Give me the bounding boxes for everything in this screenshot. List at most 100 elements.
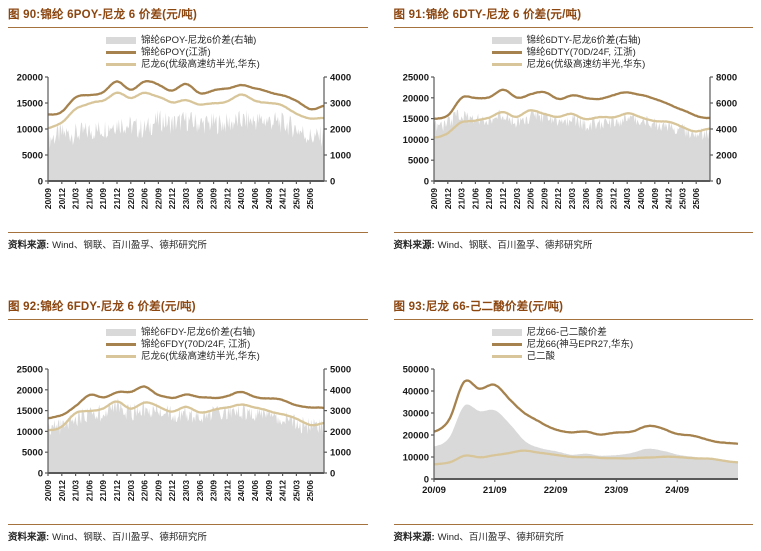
svg-text:24/09: 24/09 <box>649 188 659 210</box>
svg-text:22/06: 22/06 <box>140 188 150 210</box>
svg-text:24/09: 24/09 <box>264 480 274 502</box>
figure-grid: 图 90:锦纶 6POY-尼龙 6 价差(元/吨) 锦纶6POY-尼龙6价差(右… <box>8 5 753 545</box>
svg-text:24/09: 24/09 <box>665 485 689 496</box>
legend-line-swatch <box>106 63 136 66</box>
svg-text:22/09: 22/09 <box>153 480 163 502</box>
svg-text:10000: 10000 <box>402 135 428 146</box>
figure-title: 图 91:锦纶 6DTY-尼龙 6 价差(元/吨) <box>393 9 582 21</box>
svg-text:0: 0 <box>38 469 43 480</box>
svg-text:40000: 40000 <box>402 387 428 398</box>
chart-legend: 尼龙66-己二酸价差 尼龙66(神马EPR27,华东) 己二酸 <box>491 327 754 362</box>
legend-area-swatch <box>106 37 136 44</box>
svg-text:21/06: 21/06 <box>84 188 94 210</box>
panel-spacer <box>394 217 754 232</box>
svg-text:21/03: 21/03 <box>71 480 81 502</box>
svg-text:0: 0 <box>423 475 428 486</box>
svg-text:15000: 15000 <box>402 114 428 125</box>
figure-panel-90: 图 90:锦纶 6POY-尼龙 6 价差(元/吨) 锦纶6POY-尼龙6价差(右… <box>8 5 368 253</box>
legend-label: 尼龙66-己二酸价差 <box>526 327 607 338</box>
svg-text:21/03: 21/03 <box>456 188 466 210</box>
svg-text:3000: 3000 <box>330 99 351 110</box>
figure-panel-92: 图 92:锦纶 6FDY-尼龙 6 价差(元/吨) 锦纶6FDY-尼龙6价差(右… <box>8 297 368 545</box>
svg-text:24/06: 24/06 <box>250 188 260 210</box>
svg-text:0: 0 <box>423 177 428 188</box>
legend-item: 尼龙6(优级高速纺半光,华东) <box>106 351 368 362</box>
svg-text:22/03: 22/03 <box>126 480 136 502</box>
svg-text:10000: 10000 <box>402 453 428 464</box>
legend-label: 尼龙6(优级高速纺半光,华东) <box>526 59 646 70</box>
svg-text:24/09: 24/09 <box>264 188 274 210</box>
svg-text:21/12: 21/12 <box>112 188 122 210</box>
svg-text:0: 0 <box>716 177 721 188</box>
svg-text:20/12: 20/12 <box>442 188 452 210</box>
source-label: 资料来源: <box>8 240 50 251</box>
svg-text:25/06: 25/06 <box>305 480 315 502</box>
panel-spacer <box>8 217 368 232</box>
figure-title: 图 92:锦纶 6FDY-尼龙 6 价差(元/吨) <box>8 301 196 313</box>
legend-item: 尼龙6(优级高速纺半光,华东) <box>106 59 368 70</box>
legend-label: 己二酸 <box>526 351 556 362</box>
svg-text:20/12: 20/12 <box>57 480 67 502</box>
svg-text:5000: 5000 <box>22 448 43 459</box>
svg-text:20/09: 20/09 <box>43 480 53 502</box>
svg-text:25/06: 25/06 <box>305 188 315 210</box>
svg-text:23/06: 23/06 <box>580 188 590 210</box>
svg-text:25/03: 25/03 <box>291 188 301 210</box>
legend-label: 锦纶6FDY(70D/24F, 江浙) <box>141 339 251 350</box>
chart-canvas-fig93: 0 10000 20000 30000 40000 50000 20/09 21/09 22/0… <box>402 365 738 496</box>
svg-text:30000: 30000 <box>402 409 428 420</box>
legend-item: 尼龙66-己二酸价差 <box>491 327 754 338</box>
svg-text:10000: 10000 <box>17 125 43 136</box>
legend-label: 锦纶6POY-尼龙6价差(右轴) <box>141 35 257 46</box>
legend-item: 己二酸 <box>491 351 754 362</box>
svg-text:22/03: 22/03 <box>511 188 521 210</box>
svg-text:24/03: 24/03 <box>622 188 632 210</box>
svg-text:4000: 4000 <box>330 385 351 396</box>
svg-text:5000: 5000 <box>330 365 351 376</box>
svg-text:21/12: 21/12 <box>112 480 122 502</box>
svg-text:20/09: 20/09 <box>43 188 53 210</box>
svg-text:25000: 25000 <box>17 365 43 376</box>
svg-text:20/12: 20/12 <box>57 188 67 210</box>
svg-text:25/03: 25/03 <box>291 480 301 502</box>
chart-canvas-fig92: 0 5000 10000 15000 20000 25000 0 1000 2000 3000 40… <box>17 365 352 502</box>
svg-text:24/03: 24/03 <box>236 480 246 502</box>
svg-text:2000: 2000 <box>330 427 351 438</box>
legend-item: 锦纶6DTY(70D/24F, 江浙) <box>491 47 754 58</box>
source-rule <box>8 232 368 233</box>
svg-text:24/12: 24/12 <box>278 188 288 210</box>
title-rule <box>393 27 753 28</box>
legend-label: 尼龙6(优级高速纺半光,华东) <box>141 351 260 362</box>
panel-spacer <box>8 509 368 524</box>
svg-text:21/06: 21/06 <box>84 480 94 502</box>
svg-text:21/09: 21/09 <box>482 485 506 496</box>
svg-text:8000: 8000 <box>716 73 737 84</box>
svg-text:20/09: 20/09 <box>429 188 439 210</box>
figure-panel-91: 图 91:锦纶 6DTY-尼龙 6 价差(元/吨) 锦纶6DTY-尼龙6价差(右… <box>393 5 754 253</box>
svg-text:22/06: 22/06 <box>140 480 150 502</box>
legend-label: 尼龙6(优级高速纺半光,华东) <box>141 59 260 70</box>
title-rule <box>8 27 368 28</box>
svg-text:0: 0 <box>330 177 335 188</box>
svg-text:6000: 6000 <box>716 99 737 110</box>
svg-text:23/09: 23/09 <box>209 188 219 210</box>
svg-text:25/06: 25/06 <box>691 188 701 210</box>
chart-legend: 锦纶6FDY-尼龙6价差(右轴) 锦纶6FDY(70D/24F, 江浙) 尼龙6(优… <box>106 327 368 362</box>
svg-text:20/09: 20/09 <box>422 485 446 496</box>
legend-line-swatch <box>491 343 522 346</box>
svg-text:5000: 5000 <box>22 151 43 162</box>
svg-text:20000: 20000 <box>17 73 43 84</box>
svg-text:5000: 5000 <box>407 156 428 167</box>
legend-label: 锦纶6DTY(70D/24F, 江浙) <box>526 47 636 58</box>
svg-text:23/09: 23/09 <box>209 480 219 502</box>
legend-line-swatch <box>491 51 522 54</box>
svg-text:25/03: 25/03 <box>677 188 687 210</box>
svg-text:22/03: 22/03 <box>126 188 136 210</box>
svg-text:21/12: 21/12 <box>498 188 508 210</box>
svg-text:23/12: 23/12 <box>222 480 232 502</box>
svg-text:22/12: 22/12 <box>553 188 563 210</box>
svg-text:0: 0 <box>330 469 335 480</box>
svg-text:24/06: 24/06 <box>250 480 260 502</box>
svg-text:20000: 20000 <box>402 93 428 104</box>
chart-legend: 锦纶6DTY-尼龙6价差(右轴) 锦纶6DTY(70D/24F, 江浙) 尼龙6(优… <box>491 35 754 70</box>
